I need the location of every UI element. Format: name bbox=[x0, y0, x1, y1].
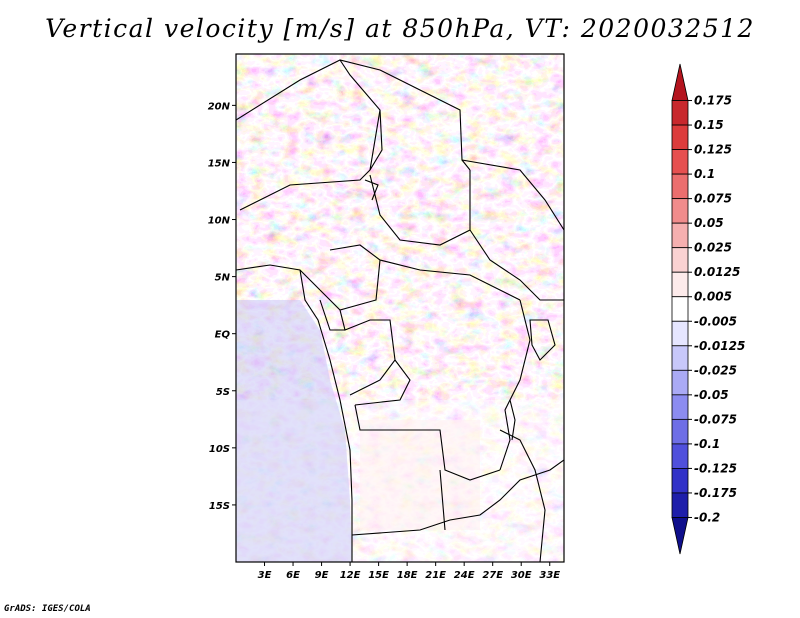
lon-tick-label: 15E bbox=[368, 570, 389, 581]
colorbar-label: -0.075 bbox=[694, 412, 737, 426]
border-mozambique bbox=[499, 429, 546, 562]
lat-tick-label: 10S bbox=[209, 444, 230, 455]
colorbar-segment bbox=[671, 149, 689, 175]
colorbar-segment bbox=[671, 296, 689, 322]
border-gabon bbox=[319, 299, 345, 331]
colorbar: 0.175 0.15 0.125 0.1 0.075 0.05 0.025 0.0125 0.0… bbox=[671, 63, 745, 555]
lon-tick-label: 6E bbox=[286, 570, 300, 581]
colorbar-label: -0.0125 bbox=[694, 339, 745, 353]
colorbar-segment bbox=[671, 345, 689, 371]
colorbar-label: -0.175 bbox=[694, 486, 737, 500]
lat-tick-label: 5S bbox=[216, 387, 230, 398]
lon-tick-label: 33E bbox=[539, 570, 560, 581]
border-car bbox=[379, 259, 521, 301]
border-drc-west bbox=[354, 359, 411, 406]
colorbar-label: 0.075 bbox=[694, 192, 732, 206]
colorbar-segment bbox=[671, 124, 689, 150]
colorbar-segment bbox=[671, 418, 689, 445]
border-sudan bbox=[461, 159, 564, 231]
lon-tick-label: 18E bbox=[397, 570, 418, 581]
plot-frame bbox=[235, 53, 565, 563]
border-namibia bbox=[351, 459, 564, 536]
colorbar-segment bbox=[671, 443, 689, 469]
colorbar-segment bbox=[671, 320, 689, 347]
colorbar-segment bbox=[671, 173, 689, 200]
colorbar-segment bbox=[671, 247, 689, 273]
colorbar-segment bbox=[671, 198, 689, 224]
colorbar-label: 0.025 bbox=[694, 241, 732, 255]
colorbar-label: 0.05 bbox=[694, 216, 724, 230]
lake-victoria bbox=[529, 319, 556, 361]
colorbar-label: 0.005 bbox=[694, 290, 732, 304]
lon-tick-label: 30E bbox=[511, 570, 532, 581]
colorbar-label: -0.125 bbox=[694, 461, 737, 475]
border-south-sudan bbox=[469, 229, 564, 301]
field-angola-wash bbox=[360, 420, 480, 530]
lon-tick-label: 12E bbox=[340, 570, 361, 581]
colorbar-label: 0.0125 bbox=[694, 265, 740, 279]
longitude-axis: 3E 6E 9E 12E 15E 18E 21E 24E 27E 30E 33E bbox=[258, 562, 560, 581]
grads-credit: GrADS: IGES/COLA bbox=[4, 604, 91, 614]
colorbar-label: 0.1 bbox=[694, 167, 715, 181]
colorbar-label: 0.125 bbox=[694, 143, 732, 157]
border-chad-north bbox=[369, 109, 383, 171]
border-drc-east bbox=[499, 299, 531, 471]
latitude-axis: 20N 15N 10N 5N EQ 5S 10S 15S bbox=[208, 101, 236, 512]
lon-tick-label: 27E bbox=[482, 570, 503, 581]
atlantic-ocean bbox=[236, 300, 352, 562]
lake-tanganyika bbox=[509, 399, 516, 441]
colorbar-label: -0.005 bbox=[694, 314, 737, 328]
colorbar-label: 0.15 bbox=[694, 118, 724, 132]
coastline-west bbox=[299, 269, 353, 562]
border-chad bbox=[369, 170, 471, 246]
colorbar-segment bbox=[671, 394, 689, 420]
colorbar-label: -0.025 bbox=[694, 363, 737, 377]
border-zambia-west bbox=[439, 469, 446, 531]
colorbar-label: -0.05 bbox=[694, 388, 729, 402]
lat-tick-label: EQ bbox=[215, 330, 231, 341]
colorbar-segment bbox=[671, 369, 689, 396]
lat-tick-label: 5N bbox=[215, 273, 231, 284]
lat-tick-label: 15S bbox=[209, 501, 230, 512]
colorbar-segment bbox=[671, 63, 689, 101]
colorbar-label: 0.175 bbox=[694, 94, 732, 108]
lat-tick-label: 15N bbox=[208, 158, 231, 169]
lon-tick-label: 9E bbox=[315, 570, 329, 581]
lake-chad bbox=[364, 179, 379, 201]
colorbar-label: -0.2 bbox=[694, 510, 720, 524]
lon-tick-label: 24E bbox=[454, 570, 475, 581]
colorbar-segment bbox=[671, 222, 689, 249]
map-title: Vertical velocity [m/s] at 850hPa, VT: 2… bbox=[45, 14, 755, 43]
border-cameroon bbox=[319, 244, 381, 311]
colorbar-segment bbox=[671, 492, 689, 518]
lon-tick-label: 3E bbox=[258, 570, 272, 581]
border-coast-west bbox=[236, 264, 321, 291]
colorbar-label: -0.1 bbox=[694, 437, 720, 451]
velocity-field bbox=[236, 54, 564, 562]
lon-tick-label: 21E bbox=[425, 570, 446, 581]
border-angola bbox=[354, 404, 501, 481]
country-borders bbox=[236, 59, 564, 562]
colorbar-segment bbox=[671, 468, 689, 494]
colorbar-segment bbox=[671, 517, 689, 555]
lat-tick-label: 10N bbox=[208, 216, 231, 227]
lat-tick-label: 20N bbox=[208, 101, 231, 112]
colorbar-segment bbox=[671, 271, 689, 298]
colorbar-segment bbox=[671, 100, 689, 126]
border-niger bbox=[239, 59, 381, 211]
